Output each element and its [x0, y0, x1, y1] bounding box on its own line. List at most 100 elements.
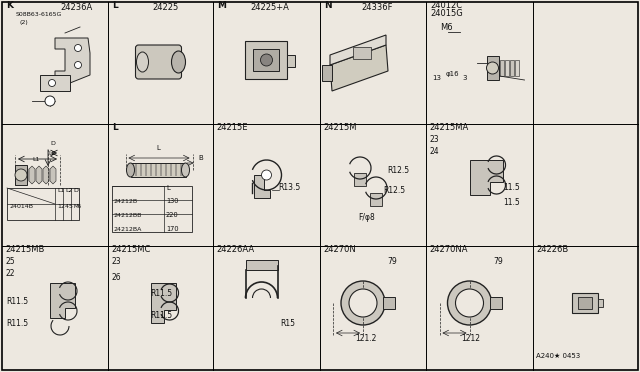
Text: R11.5: R11.5	[150, 311, 172, 320]
Circle shape	[74, 45, 81, 51]
Polygon shape	[330, 35, 386, 65]
Text: R11.5: R11.5	[6, 319, 28, 328]
Text: R12.5: R12.5	[383, 186, 405, 195]
Text: 24236A: 24236A	[60, 3, 92, 12]
Text: F/φ8: F/φ8	[358, 213, 375, 222]
Bar	[504, 60, 509, 76]
Text: A240★ 0453: A240★ 0453	[536, 353, 580, 359]
Circle shape	[45, 96, 55, 106]
Text: 130: 130	[166, 198, 179, 204]
Circle shape	[262, 170, 271, 180]
Polygon shape	[470, 160, 502, 195]
Text: 24225+A: 24225+A	[250, 3, 289, 12]
Text: R13.5: R13.5	[278, 183, 301, 192]
Bar	[170, 164, 172, 176]
Text: 24270N: 24270N	[323, 245, 356, 254]
Circle shape	[456, 289, 483, 317]
Text: 24014B: 24014B	[9, 204, 33, 209]
Polygon shape	[50, 283, 75, 318]
Text: R11.5: R11.5	[150, 289, 172, 298]
Bar	[179, 164, 182, 176]
Bar	[244, 41, 287, 79]
Text: 12: 12	[57, 204, 65, 209]
Text: 24336F: 24336F	[361, 3, 392, 12]
Text: 24012C: 24012C	[430, 1, 462, 10]
Polygon shape	[43, 166, 49, 184]
Circle shape	[447, 281, 492, 325]
Ellipse shape	[182, 163, 189, 177]
FancyBboxPatch shape	[136, 45, 182, 79]
Text: 1212: 1212	[461, 334, 481, 343]
Text: L2: L2	[65, 188, 72, 193]
Bar	[159, 164, 161, 176]
Circle shape	[341, 281, 385, 325]
Text: S08B63-6165G: S08B63-6165G	[16, 12, 62, 17]
Text: L1: L1	[57, 188, 65, 193]
Bar	[322, 65, 332, 81]
Circle shape	[74, 61, 81, 68]
Text: 24212BA: 24212BA	[114, 227, 142, 232]
Bar	[145, 164, 147, 176]
Ellipse shape	[127, 163, 134, 177]
Bar	[112, 186, 192, 232]
Text: 24215MA: 24215MA	[429, 123, 468, 132]
Polygon shape	[36, 166, 42, 184]
Bar	[140, 164, 141, 176]
Bar	[353, 47, 371, 59]
Bar	[577, 297, 591, 309]
Bar	[15, 165, 27, 185]
Text: N: N	[324, 1, 332, 10]
Polygon shape	[253, 175, 269, 198]
Polygon shape	[50, 166, 56, 184]
Text: 24212BB: 24212BB	[114, 213, 142, 218]
Text: 24215E: 24215E	[216, 123, 248, 132]
Polygon shape	[330, 45, 388, 91]
Text: 11.5: 11.5	[503, 198, 520, 207]
Text: B: B	[198, 155, 204, 161]
Circle shape	[15, 169, 27, 181]
Text: 24215MB: 24215MB	[5, 245, 44, 254]
Bar	[490, 297, 502, 309]
Polygon shape	[40, 75, 70, 91]
Circle shape	[49, 80, 56, 87]
Text: 5: 5	[69, 204, 73, 209]
Bar	[509, 60, 513, 76]
Text: 11.5: 11.5	[503, 183, 520, 192]
Bar	[287, 55, 294, 67]
Text: L: L	[166, 185, 170, 191]
Text: 170: 170	[166, 226, 179, 232]
Text: 24215MC: 24215MC	[111, 245, 150, 254]
Text: M6: M6	[73, 204, 81, 209]
Text: R15: R15	[280, 319, 296, 328]
Text: 26: 26	[112, 273, 122, 282]
Bar	[253, 49, 278, 71]
Text: φ16: φ16	[446, 71, 460, 77]
Text: 24215M: 24215M	[323, 123, 356, 132]
Text: D: D	[73, 188, 78, 193]
Bar	[572, 293, 598, 313]
Bar	[486, 56, 499, 80]
Text: M6: M6	[440, 23, 452, 32]
Text: R11.5: R11.5	[6, 297, 28, 306]
Bar	[7, 188, 79, 220]
Bar	[598, 299, 602, 307]
Text: 23: 23	[430, 135, 440, 144]
Text: M: M	[217, 1, 226, 10]
Bar	[490, 60, 493, 76]
Bar	[383, 297, 395, 309]
Text: 79: 79	[387, 257, 397, 266]
Text: 23: 23	[112, 257, 122, 266]
Bar	[134, 164, 136, 176]
Text: L: L	[112, 123, 118, 132]
Text: 24270NA: 24270NA	[429, 245, 467, 254]
Text: L2: L2	[48, 151, 56, 156]
Polygon shape	[354, 173, 366, 186]
Circle shape	[260, 54, 273, 66]
Text: 121.2: 121.2	[355, 334, 376, 343]
Text: D: D	[50, 141, 55, 146]
Text: 13: 13	[432, 75, 441, 81]
Text: 24226B: 24226B	[536, 245, 568, 254]
Circle shape	[486, 62, 499, 74]
Polygon shape	[22, 166, 28, 184]
Polygon shape	[370, 193, 382, 206]
